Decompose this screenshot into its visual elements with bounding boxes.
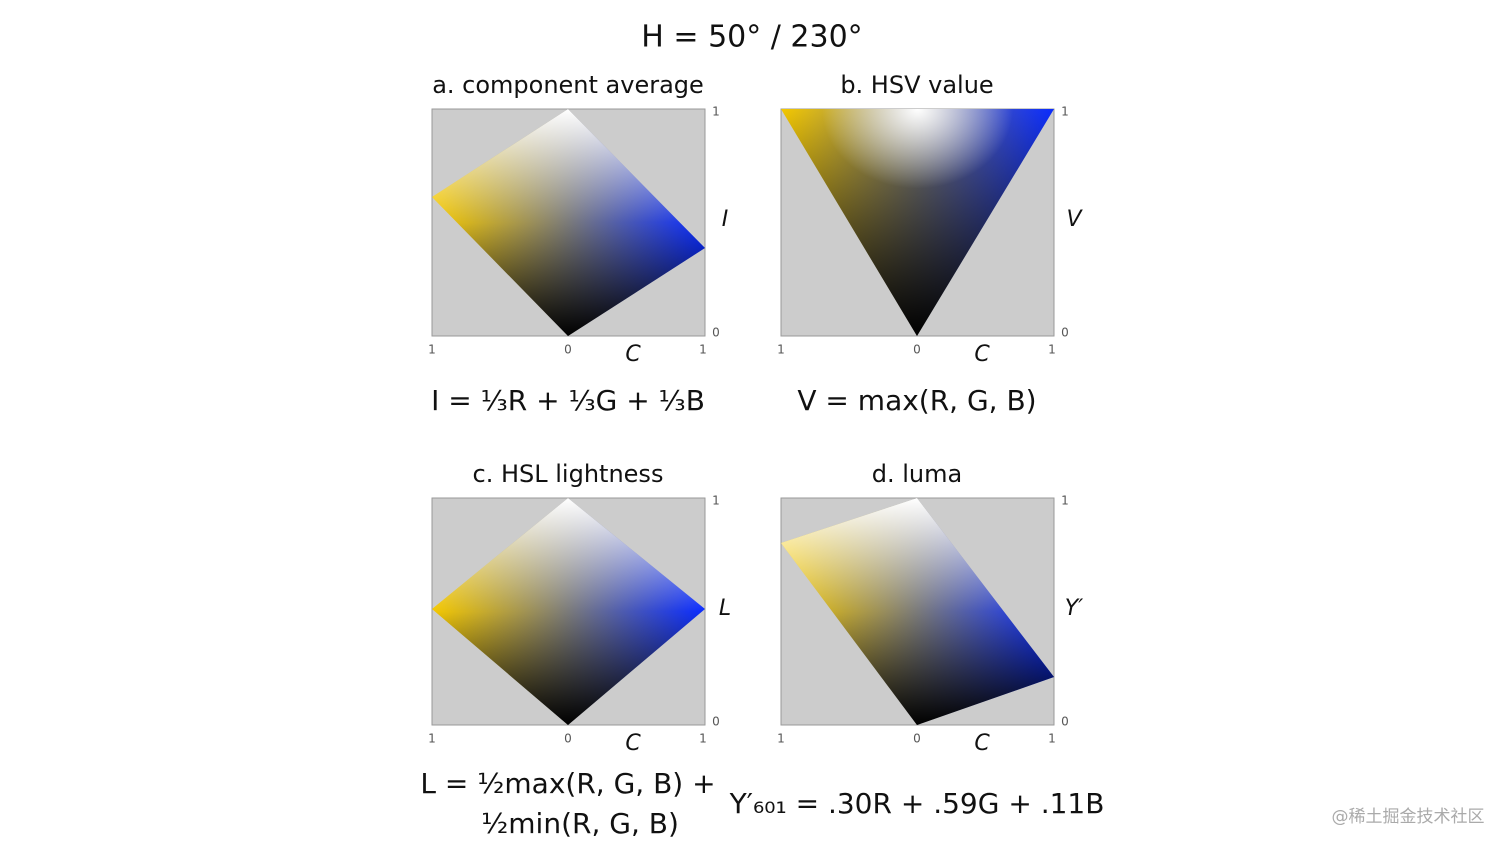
tick-label: 1 [699,343,707,357]
tick-label: 1 [712,105,720,119]
tick-label: 1 [1061,494,1069,508]
tick-label: 0 [913,732,921,746]
shade [781,498,1054,725]
axis-label: Y′ [1065,596,1083,621]
panel-title: d. luma [872,460,962,488]
axis-label: L [719,596,731,621]
formula: V = max(R, G, B) [797,384,1036,417]
tick-label: 0 [564,343,572,357]
axis-label: C [625,342,641,367]
panel-title: b. HSV value [840,71,993,99]
watermark: @稀土掘金技术社区 [1332,807,1485,827]
formula: ½min(R, G, B) [481,807,679,840]
tick-label: 0 [1061,326,1069,340]
tick-label: 0 [913,343,921,357]
tick-label: 1 [777,343,785,357]
tick-label: 1 [1061,105,1069,119]
shade [781,109,1054,336]
tick-label: 0 [712,715,720,729]
panel-title: c. HSL lightness [473,460,664,488]
shade [432,109,705,336]
axis-label: C [625,731,641,756]
tick-label: 0 [564,732,572,746]
axis-label: V [1066,207,1083,232]
axis-label: C [974,731,990,756]
axis-label: C [974,342,990,367]
tick-label: 1 [777,732,785,746]
title: H = 50° / 230° [641,20,862,55]
tick-label: 1 [712,494,720,508]
formula: Y′₆₀₁ = .30R + .59G + .11B [729,787,1105,820]
tick-label: 1 [1048,343,1056,357]
tick-label: 0 [1061,715,1069,729]
tick-label: 1 [428,343,436,357]
panel-title: a. component average [432,71,704,99]
tick-label: 1 [699,732,707,746]
formula: L = ½max(R, G, B) + [420,767,715,800]
axis-label: I [722,207,729,232]
formula: I = ⅓R + ⅓G + ⅓B [431,384,705,417]
tick-label: 1 [428,732,436,746]
shade [432,498,705,725]
tick-label: 1 [1048,732,1056,746]
tick-label: 0 [712,326,720,340]
